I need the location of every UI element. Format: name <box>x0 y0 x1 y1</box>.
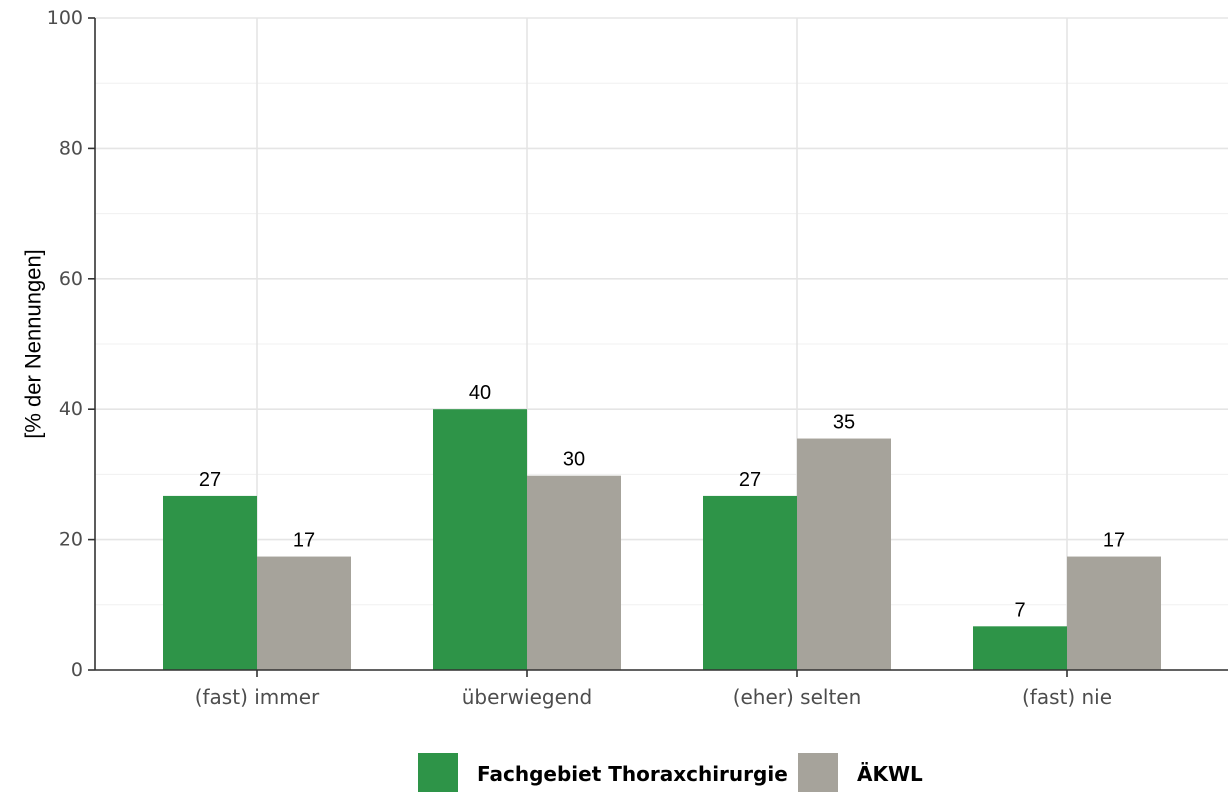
y-tick-label: 20 <box>59 529 83 551</box>
bar-series-2 <box>797 438 891 670</box>
legend: Fachgebiet Thoraxchirurgie ÄKWL <box>418 753 923 792</box>
x-tick-label: (eher) selten <box>733 685 862 709</box>
y-tick-label: 80 <box>59 137 83 159</box>
y-tick-label: 100 <box>47 7 83 29</box>
legend-key <box>418 753 458 792</box>
value-label: 27 <box>739 469 761 491</box>
bar-series-2 <box>527 475 621 670</box>
value-labels: 27 17 40 30 27 35 7 17 <box>199 382 1125 621</box>
bar-series-1 <box>973 626 1067 670</box>
legend-label: ÄKWL <box>857 762 923 786</box>
x-axis-ticks: (fast) immer überwiegend (eher) selten (fas… <box>195 670 1112 709</box>
y-axis-title: [% der Nennungen] <box>21 249 46 439</box>
bar-series-1 <box>703 495 797 670</box>
value-label: 27 <box>199 469 221 491</box>
value-label: 17 <box>293 530 315 552</box>
y-axis-ticks: 0 20 40 60 80 100 <box>47 7 95 681</box>
x-tick-label: (fast) immer <box>195 685 320 709</box>
bars <box>163 409 1161 670</box>
value-label: 17 <box>1103 530 1125 552</box>
legend-label: Fachgebiet Thoraxchirurgie <box>477 762 788 786</box>
bar-series-1 <box>433 409 527 670</box>
value-label: 40 <box>469 382 491 404</box>
y-tick-label: 0 <box>71 659 83 681</box>
y-tick-label: 40 <box>59 398 83 420</box>
value-label: 35 <box>833 412 855 434</box>
x-tick-label: (fast) nie <box>1022 685 1112 709</box>
value-label: 30 <box>563 449 585 471</box>
bar-series-1 <box>163 495 257 670</box>
value-label: 7 <box>1014 599 1025 621</box>
x-tick-label: überwiegend <box>462 685 593 709</box>
legend-key <box>798 753 838 792</box>
bar-series-2 <box>1067 556 1161 670</box>
axes <box>94 18 1228 671</box>
y-tick-label: 60 <box>59 268 83 290</box>
bar-series-2 <box>257 556 351 670</box>
